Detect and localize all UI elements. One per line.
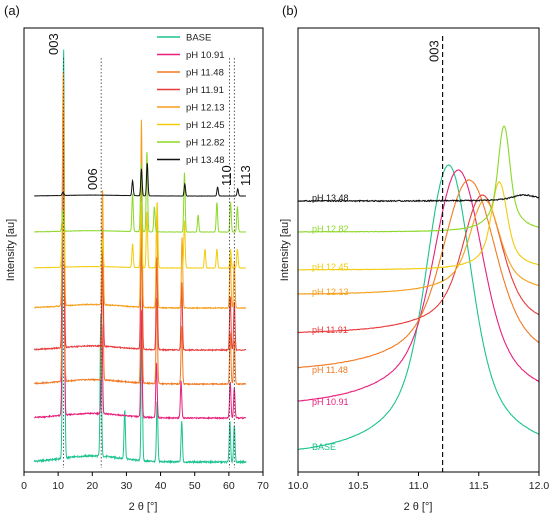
series-label-ph-11-48: pH 11.48 xyxy=(312,365,348,375)
series-line-ph-12-82 xyxy=(297,125,540,233)
series-label-ph-10-91: pH 10.91 xyxy=(312,397,349,407)
series-line-ph-10-91 xyxy=(34,111,246,421)
series-line-ph-12-13 xyxy=(34,71,247,310)
x-tick-label-11-5: 11.5 xyxy=(469,480,489,492)
legend-label-ph-11-48: pH 11.48 xyxy=(186,68,224,79)
x-tick-label-12-0: 12.0 xyxy=(529,480,550,492)
panel-a-plot-frame xyxy=(23,27,264,473)
series-line-ph-11-48 xyxy=(297,179,540,369)
panel-a-label: (a) xyxy=(4,3,20,18)
panel-b: (b) 003 10.0 10.5 11.0 11.5 12.0 2 θ [°] Int… xyxy=(279,3,549,513)
series-label-ph-12-45: pH 12.45 xyxy=(312,262,349,272)
x-tick-label-60: 60 xyxy=(223,480,235,492)
legend-label-ph-10-91: pH 10.91 xyxy=(186,50,225,61)
series-line-ph-11-91 xyxy=(33,78,247,352)
panel-b-y-axis-label: Intensity [au] xyxy=(279,219,291,281)
series-line-ph-10-91 xyxy=(297,169,540,402)
legend-label-base: BASE xyxy=(186,33,211,44)
legend-label-ph-12-82: pH 12.82 xyxy=(186,138,225,149)
series-label-ph-11-91: pH 11.91 xyxy=(312,325,348,335)
peak-label-110: 110 xyxy=(219,165,234,186)
x-tick-label-70: 70 xyxy=(257,480,269,492)
legend-label-ph-12-45: pH 12.45 xyxy=(186,120,225,131)
panel-a-x-axis-label: 2 θ [°] xyxy=(129,501,158,513)
peak-label-003: 003 xyxy=(46,33,61,55)
panel-a: (a) 003 006 110 113 0 10 20 30 40 50 60 70 2 θ [°]… xyxy=(4,3,269,513)
legend-label-ph-11-91: pH 11.91 xyxy=(186,85,224,96)
panel-b-series-labels: BASE pH 10.91 pH 11.48 pH 11.91 pH 12.13 pH 1… xyxy=(312,193,349,452)
legend-label-ph-13-48: pH 13.48 xyxy=(186,155,225,166)
reference-line-label: 003 xyxy=(427,40,442,62)
x-tick-label-0: 0 xyxy=(21,480,27,492)
panel-a-peak-labels: 003 006 110 113 xyxy=(46,33,253,190)
legend-label-ph-12-13: pH 12.13 xyxy=(186,103,225,114)
x-tick-label-11-0: 11.0 xyxy=(409,480,429,492)
panel-b-x-ticks: 10.0 10.5 11.0 11.5 12.0 xyxy=(288,472,550,492)
panel-b-label: (b) xyxy=(282,3,298,18)
peak-label-113: 113 xyxy=(238,165,253,186)
x-tick-label-30: 30 xyxy=(121,480,133,492)
peak-label-006: 006 xyxy=(85,168,100,190)
x-tick-label-40: 40 xyxy=(155,480,167,492)
series-line-ph-13-48 xyxy=(34,163,246,197)
panel-a-x-ticks: 0 10 20 30 40 50 60 70 xyxy=(21,472,269,492)
series-line-ph-13-48 xyxy=(297,193,540,203)
series-line-ph-12-82 xyxy=(34,152,246,233)
series-line-base xyxy=(33,49,247,465)
series-label-ph-12-82: pH 12.82 xyxy=(312,224,349,234)
x-tick-label-10-5: 10.5 xyxy=(348,480,369,492)
panel-b-series xyxy=(297,125,540,451)
x-tick-label-10-0: 10.0 xyxy=(288,480,309,492)
series-line-ph-12-45 xyxy=(34,201,246,269)
panel-a-y-axis-label: Intensity [au] xyxy=(5,219,17,281)
x-tick-label-10: 10 xyxy=(52,480,64,492)
series-label-base: BASE xyxy=(312,442,336,452)
series-label-ph-12-13: pH 12.13 xyxy=(312,287,349,297)
series-line-ph-12-13 xyxy=(298,199,540,295)
series-line-ph-12-45 xyxy=(297,181,540,271)
x-tick-label-20: 20 xyxy=(86,480,98,492)
panel-a-series xyxy=(33,49,247,465)
legend: BASE pH 10.91 pH 11.48 pH 11.91 pH 12.13 pH 1… xyxy=(157,33,225,166)
x-tick-label-50: 50 xyxy=(189,480,201,492)
panel-b-x-axis-label: 2 θ [°] xyxy=(404,501,433,513)
series-line-ph-11-48 xyxy=(33,92,247,386)
panel-b-reference-line: 003 xyxy=(427,36,444,472)
series-label-ph-13-48: pH 13.48 xyxy=(312,193,349,203)
